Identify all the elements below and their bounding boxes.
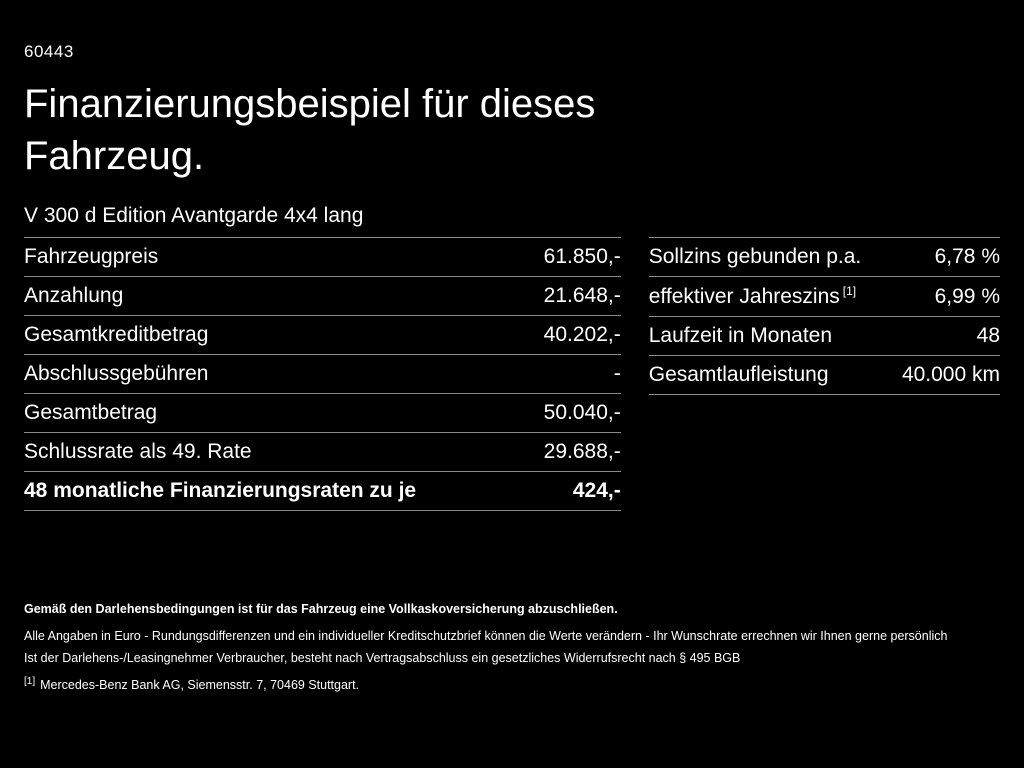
table-row: Fahrzeugpreis 61.850,- — [24, 237, 621, 276]
row-label-text: effektiver Jahreszins — [648, 285, 840, 308]
row-value: 40.000 km — [901, 363, 1000, 386]
row-label: Abschlussgebühren — [24, 362, 209, 385]
footnote-line: [1] Mercedes-Benz Bank AG, Siemensstr. 7,… — [24, 671, 1000, 696]
financing-tables: Fahrzeugpreis 61.850,- Anzahlung 21.648,… — [24, 237, 1000, 511]
document-code: 60443 — [24, 42, 74, 61]
footnote-marker: [1] — [24, 676, 36, 687]
row-value: 21.648,- — [543, 284, 621, 307]
row-label: Gesamtkreditbetrag — [24, 323, 209, 346]
row-label: Fahrzeugpreis — [24, 245, 159, 268]
row-value: 6,99 % — [934, 285, 1000, 308]
row-value: 50.040,- — [543, 401, 621, 424]
table-row: Abschlussgebühren - — [24, 354, 621, 393]
table-row: effektiver Jahreszins [1] 6,99 % — [648, 276, 1000, 316]
row-value: 424,- — [572, 479, 621, 502]
footnote-text: Mercedes-Benz Bank AG, Siemensstr. 7, 70… — [40, 678, 360, 693]
insurance-requirement-note: Gemäß den Darlehensbedingungen ist für d… — [24, 602, 618, 616]
page-title: Finanzierungsbeispiel für dieses Fahrzeug… — [24, 78, 1000, 182]
disclaimer-line: Ist der Darlehens-/Leasingnehmer Verbrau… — [24, 651, 741, 665]
legal-footer: Gemäß den Darlehensbedingungen ist für d… — [24, 598, 1000, 696]
row-label: effektiver Jahreszins [1] — [649, 284, 856, 309]
row-value: 6,78 % — [934, 245, 1000, 268]
financing-table-left: Fahrzeugpreis 61.850,- Anzahlung 21.648,… — [24, 237, 621, 511]
financing-table-right: Sollzins gebunden p.a. 6,78 % effektiver… — [648, 237, 1000, 395]
page-title-line1: Finanzierungsbeispiel für dieses — [24, 82, 596, 126]
table-row: Anzahlung 21.648,- — [24, 276, 621, 315]
row-value: - — [613, 362, 621, 385]
row-value: 48 — [976, 324, 1000, 347]
row-label: 48 monatliche Finanzierungsraten zu je — [24, 479, 417, 502]
footnote-reference: [1] — [842, 284, 857, 298]
row-label: Laufzeit in Monaten — [648, 324, 833, 347]
table-row-monthly-rate: 48 monatliche Finanzierungsraten zu je 4… — [24, 471, 621, 511]
vehicle-model-subtitle: V 300 d Edition Avantgarde 4x4 lang — [24, 204, 364, 227]
row-value: 29.688,- — [543, 440, 621, 463]
row-label: Schlussrate als 49. Rate — [24, 440, 252, 463]
table-row: Sollzins gebunden p.a. 6,78 % — [648, 237, 1000, 276]
row-label: Anzahlung — [24, 284, 124, 307]
row-label: Gesamtbetrag — [24, 401, 158, 424]
row-value: 61.850,- — [543, 245, 621, 268]
table-row: Laufzeit in Monaten 48 — [648, 316, 1000, 355]
row-value: 40.202,- — [543, 323, 621, 346]
table-row: Gesamtkreditbetrag 40.202,- — [24, 315, 621, 354]
table-row: Gesamtlaufleistung 40.000 km — [648, 355, 1000, 395]
page-title-line2: Fahrzeug. — [24, 134, 205, 178]
disclaimer-line: Alle Angaben in Euro - Rundungsdifferenz… — [24, 629, 948, 643]
row-label: Gesamtlaufleistung — [648, 363, 829, 386]
table-row: Gesamtbetrag 50.040,- — [24, 393, 621, 432]
table-row: Schlussrate als 49. Rate 29.688,- — [24, 432, 621, 471]
row-label: Sollzins gebunden p.a. — [648, 245, 862, 268]
